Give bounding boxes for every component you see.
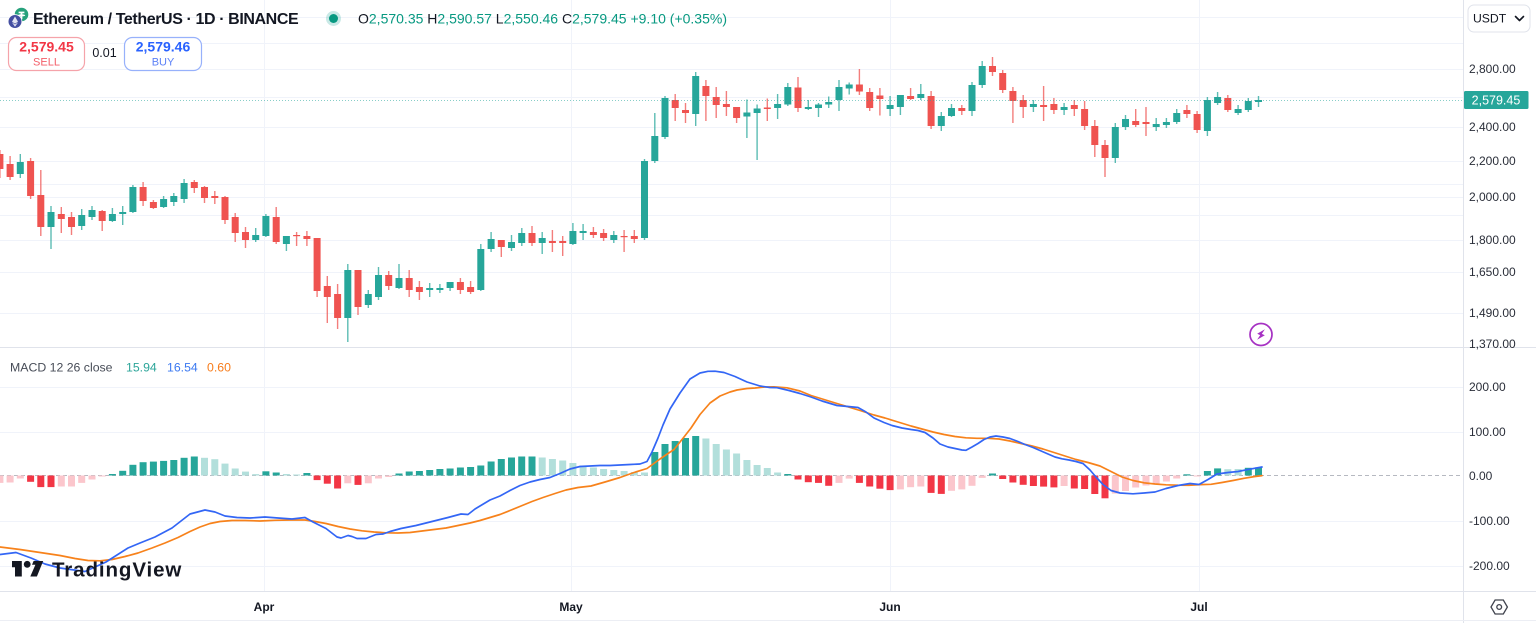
svg-text:Jul: Jul bbox=[1190, 600, 1207, 614]
svg-text:2,579.46: 2,579.46 bbox=[136, 39, 191, 55]
svg-text:2,400.00: 2,400.00 bbox=[1469, 120, 1516, 134]
svg-text:May: May bbox=[559, 600, 583, 614]
svg-text:100.00: 100.00 bbox=[1469, 425, 1506, 439]
svg-text:BUY: BUY bbox=[152, 57, 175, 69]
svg-text:2,579.45: 2,579.45 bbox=[1472, 94, 1521, 108]
svg-text:1,490.00: 1,490.00 bbox=[1469, 306, 1516, 320]
svg-text:SELL: SELL bbox=[33, 57, 60, 69]
svg-text:TradingView: TradingView bbox=[52, 559, 182, 582]
svg-text:MACD 12 26 close: MACD 12 26 close bbox=[10, 361, 113, 375]
svg-text:O2,570.35 H2,590.57 L2,550.46: O2,570.35 H2,590.57 L2,550.46 C2,579.45 … bbox=[358, 11, 727, 27]
svg-text:-100.00: -100.00 bbox=[1469, 514, 1510, 528]
svg-text:Apr: Apr bbox=[254, 600, 275, 614]
svg-text:0.01: 0.01 bbox=[92, 46, 116, 60]
svg-text:2,800.00: 2,800.00 bbox=[1469, 62, 1516, 76]
svg-text:2,000.00: 2,000.00 bbox=[1469, 190, 1516, 204]
svg-text:16.54: 16.54 bbox=[167, 361, 198, 375]
svg-text:1,800.00: 1,800.00 bbox=[1469, 233, 1516, 247]
svg-text:Jun: Jun bbox=[879, 600, 900, 614]
svg-text:0.00: 0.00 bbox=[1469, 469, 1493, 483]
svg-text:Ethereum / TetherUS · 1D · BIN: Ethereum / TetherUS · 1D · BINANCE bbox=[33, 11, 299, 28]
svg-text:15.94: 15.94 bbox=[126, 361, 157, 375]
svg-text:2,200.00: 2,200.00 bbox=[1469, 154, 1516, 168]
svg-text:200.00: 200.00 bbox=[1469, 380, 1506, 394]
svg-text:0.60: 0.60 bbox=[207, 361, 231, 375]
svg-text:2,579.45: 2,579.45 bbox=[19, 39, 74, 55]
svg-text:1,370.00: 1,370.00 bbox=[1469, 337, 1516, 351]
svg-text:-200.00: -200.00 bbox=[1469, 559, 1510, 573]
svg-text:USDT: USDT bbox=[1473, 12, 1507, 26]
svg-text:1,650.00: 1,650.00 bbox=[1469, 265, 1516, 279]
